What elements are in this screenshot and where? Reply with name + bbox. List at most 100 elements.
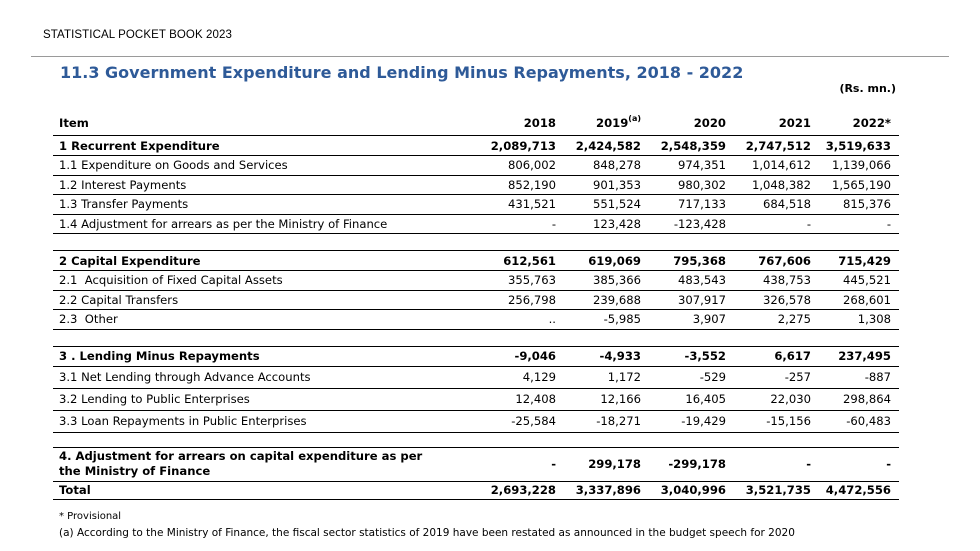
row-label: 1.3 Transfer Payments bbox=[53, 194, 480, 215]
cell-value: 848,278 bbox=[564, 155, 649, 176]
cell-value: - bbox=[480, 447, 564, 482]
col-header-2020: 2020 bbox=[649, 111, 734, 136]
cell-value: 6,617 bbox=[734, 346, 819, 367]
cell-value: -18,271 bbox=[564, 410, 649, 433]
cell-value: 256,798 bbox=[480, 290, 564, 310]
cell-value: -3,552 bbox=[649, 346, 734, 367]
table-row: 3.1 Net Lending through Advance Accounts… bbox=[53, 366, 899, 389]
table-row: 2.2 Capital Transfers 256,798 239,688 30… bbox=[53, 290, 899, 310]
row-label: 2 Capital Expenditure bbox=[53, 250, 480, 271]
row-label: 1.1 Expenditure on Goods and Services bbox=[53, 155, 480, 176]
header-row: Item 2018 2019(a) 2020 2021 2022* bbox=[53, 111, 899, 136]
cell-value: 806,002 bbox=[480, 155, 564, 176]
footnote-a: (a) According to the Ministry of Finance… bbox=[59, 527, 795, 539]
cell-value: 12,408 bbox=[480, 388, 564, 411]
col-header-2022: 2022* bbox=[819, 111, 899, 136]
table-row: 3.2 Lending to Public Enterprises 12,408… bbox=[53, 388, 899, 411]
row-label: 2.2 Capital Transfers bbox=[53, 290, 480, 310]
spacer-row bbox=[53, 233, 899, 251]
cell-value: 12,166 bbox=[564, 388, 649, 411]
row-label: Total bbox=[53, 480, 480, 500]
table-row: 1 Recurrent Expenditure 2,089,713 2,424,… bbox=[53, 135, 899, 156]
cell-value: - bbox=[480, 214, 564, 234]
cell-value: .. bbox=[480, 309, 564, 330]
cell-value: 974,351 bbox=[649, 155, 734, 176]
spacer-row bbox=[53, 432, 899, 448]
cell-value: 1,048,382 bbox=[734, 175, 819, 195]
cell-value: 22,030 bbox=[734, 388, 819, 411]
row-label: 3.1 Net Lending through Advance Accounts bbox=[53, 366, 480, 389]
row-label: 4. Adjustment for arrears on capital exp… bbox=[53, 447, 480, 482]
cell-value: -257 bbox=[734, 366, 819, 389]
cell-value: -123,428 bbox=[649, 214, 734, 234]
col-header-2018: 2018 bbox=[480, 111, 564, 136]
footnote-marker-a: (a) bbox=[628, 114, 641, 123]
col-header-item: Item bbox=[53, 111, 480, 136]
total-row: Total 2,693,228 3,337,896 3,040,996 3,52… bbox=[53, 480, 899, 500]
row-label: 1.4 Adjustment for arrears as per the Mi… bbox=[53, 214, 480, 234]
cell-value: -4,933 bbox=[564, 346, 649, 367]
cell-value: 3,907 bbox=[649, 309, 734, 330]
cell-value: - bbox=[819, 214, 899, 234]
cell-value: 612,561 bbox=[480, 250, 564, 271]
cell-value: 3,337,896 bbox=[564, 480, 649, 500]
cell-value: -299,178 bbox=[649, 447, 734, 482]
cell-value: 1,172 bbox=[564, 366, 649, 389]
cell-value: 2,424,582 bbox=[564, 135, 649, 156]
table-row: 1.4 Adjustment for arrears as per the Mi… bbox=[53, 214, 899, 234]
cell-value: 385,366 bbox=[564, 270, 649, 291]
table-title: 11.3 Government Expenditure and Lending … bbox=[60, 63, 744, 82]
cell-value: -887 bbox=[819, 366, 899, 389]
table-row: 2.1 Acquisition of Fixed Capital Assets … bbox=[53, 270, 899, 291]
cell-value: -25,584 bbox=[480, 410, 564, 433]
cell-value: 3,521,735 bbox=[734, 480, 819, 500]
cell-value: 16,405 bbox=[649, 388, 734, 411]
cell-value: 123,428 bbox=[564, 214, 649, 234]
table-row: 3.3 Loan Repayments in Public Enterprise… bbox=[53, 410, 899, 433]
cell-value: 852,190 bbox=[480, 175, 564, 195]
cell-value: 980,302 bbox=[649, 175, 734, 195]
table-row: 2.3 Other .. -5,985 3,907 2,275 1,308 bbox=[53, 309, 899, 330]
table-row: 1.2 Interest Payments 852,190 901,353 98… bbox=[53, 175, 899, 195]
cell-value: 2,548,359 bbox=[649, 135, 734, 156]
cell-value: - bbox=[819, 447, 899, 482]
cell-value: 2,089,713 bbox=[480, 135, 564, 156]
cell-value: 483,543 bbox=[649, 270, 734, 291]
spacer-row bbox=[53, 329, 899, 347]
row-label: 1 Recurrent Expenditure bbox=[53, 135, 480, 156]
cell-value: 901,353 bbox=[564, 175, 649, 195]
cell-value: 815,376 bbox=[819, 194, 899, 215]
cell-value: 355,763 bbox=[480, 270, 564, 291]
cell-value: -15,156 bbox=[734, 410, 819, 433]
cell-value: 1,139,066 bbox=[819, 155, 899, 176]
cell-value: 1,308 bbox=[819, 309, 899, 330]
cell-value: - bbox=[734, 447, 819, 482]
cell-value: 684,518 bbox=[734, 194, 819, 215]
row-label: 3.3 Loan Repayments in Public Enterprise… bbox=[53, 410, 480, 433]
cell-value: 717,133 bbox=[649, 194, 734, 215]
cell-value: 619,069 bbox=[564, 250, 649, 271]
cell-value: 2,693,228 bbox=[480, 480, 564, 500]
row-label: 2.3 Other bbox=[53, 309, 480, 330]
cell-value: 4,472,556 bbox=[819, 480, 899, 500]
table-row: 1.1 Expenditure on Goods and Services 80… bbox=[53, 155, 899, 176]
cell-value: 767,606 bbox=[734, 250, 819, 271]
cell-value: 4,129 bbox=[480, 366, 564, 389]
row-label: 3 . Lending Minus Repayments bbox=[53, 346, 480, 367]
cell-value: 307,917 bbox=[649, 290, 734, 310]
footnote-provisional: * Provisional bbox=[59, 511, 122, 522]
cell-value: -19,429 bbox=[649, 410, 734, 433]
cell-value: 268,601 bbox=[819, 290, 899, 310]
cell-value: 2,275 bbox=[734, 309, 819, 330]
cell-value: 298,864 bbox=[819, 388, 899, 411]
row-label: 3.2 Lending to Public Enterprises bbox=[53, 388, 480, 411]
row-label: 2.1 Acquisition of Fixed Capital Assets bbox=[53, 270, 480, 291]
cell-value: 431,521 bbox=[480, 194, 564, 215]
table-row: 4. Adjustment for arrears on capital exp… bbox=[53, 447, 899, 482]
cell-value: 1,014,612 bbox=[734, 155, 819, 176]
cell-value: 715,429 bbox=[819, 250, 899, 271]
cell-value: -60,483 bbox=[819, 410, 899, 433]
running-head: STATISTICAL POCKET BOOK 2023 bbox=[43, 29, 232, 41]
cell-value: 3,040,996 bbox=[649, 480, 734, 500]
col-header-2019: 2019(a) bbox=[564, 111, 649, 136]
